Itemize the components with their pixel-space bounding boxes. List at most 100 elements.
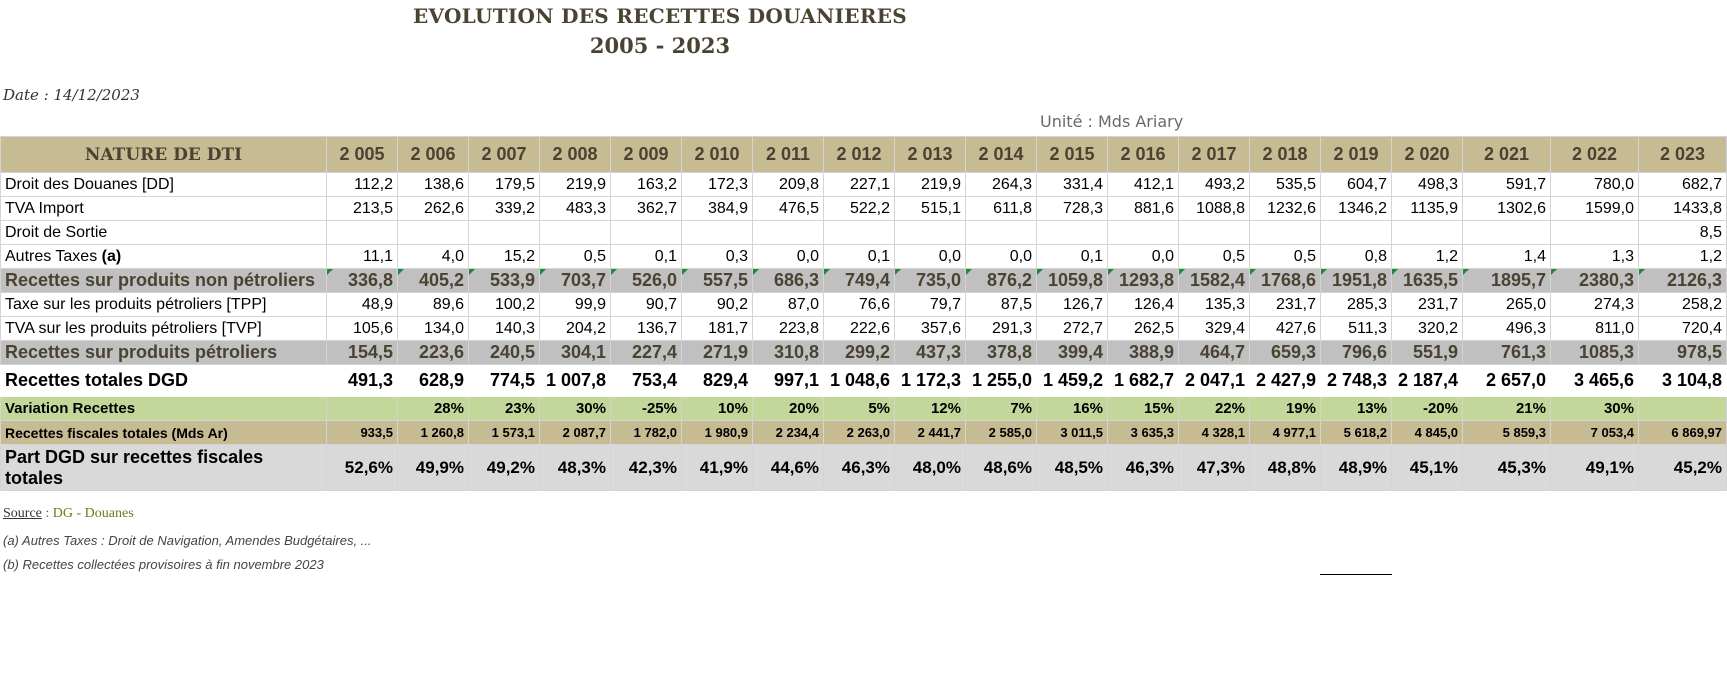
cell-value: 533,9 xyxy=(468,268,540,293)
cell-value: 761,3 xyxy=(1462,340,1551,365)
cell-value: 271,9 xyxy=(681,340,753,365)
cell-value: 0,5 xyxy=(539,244,611,269)
cell-value: 1 048,6 xyxy=(823,364,895,397)
row-label: TVA sur les produits pétroliers [TVP] xyxy=(0,316,327,341)
table-row: Autres Taxes (a) 11,1 4,0 15,2 0,5 0,1 0,3 0,0 0… xyxy=(0,244,1727,269)
cell-value xyxy=(326,220,398,245)
table-row: TVA Import 213,5 262,6 339,2 483,3 362,7 384,9… xyxy=(0,196,1727,221)
cell-value: 48,9 xyxy=(326,292,398,317)
cell-value: 223,6 xyxy=(397,340,469,365)
cell-value: 10% xyxy=(681,396,753,421)
cell-value: 2 748,3 xyxy=(1320,364,1392,397)
source-label: Source xyxy=(3,506,42,521)
cell-value: 1,2 xyxy=(1391,244,1463,269)
cell-value: 7 053,4 xyxy=(1550,420,1639,445)
cell-value: 2 234,4 xyxy=(752,420,824,445)
cell-value: 310,8 xyxy=(752,340,824,365)
cell-value: 0,5 xyxy=(1178,244,1250,269)
row-label: Recettes fiscales totales (Mds Ar) xyxy=(0,420,327,445)
cell-value: 0,0 xyxy=(1107,244,1179,269)
cell-value: 240,5 xyxy=(468,340,540,365)
cell-value: 48,0% xyxy=(894,444,966,491)
cell-value: 526,0 xyxy=(610,268,682,293)
cell-value: 2 441,7 xyxy=(894,420,966,445)
cell-value: 134,0 xyxy=(397,316,469,341)
cell-value xyxy=(1249,220,1321,245)
table-row: Taxe sur les produits pétroliers [TPP] 48… xyxy=(0,292,1727,317)
cell-value: 1059,8 xyxy=(1036,268,1108,293)
cell-value: 13% xyxy=(1320,396,1392,421)
footnote-b: (b) Recettes collectées provisoires à fi… xyxy=(3,557,324,572)
cell-value: 0,5 xyxy=(1249,244,1321,269)
cell-value: 476,5 xyxy=(752,196,824,221)
cell-value: 1 260,8 xyxy=(397,420,469,445)
cell-value xyxy=(326,396,398,421)
table-row: TVA sur les produits pétroliers [TVP] 105… xyxy=(0,316,1727,341)
cell-value: 483,3 xyxy=(539,196,611,221)
cell-value: 1,4 xyxy=(1462,244,1551,269)
cell-value: 23% xyxy=(468,396,540,421)
cell-value: 22% xyxy=(1178,396,1250,421)
cell-value: 1 255,0 xyxy=(965,364,1037,397)
table-row: Droit de Sortie 8,5 xyxy=(0,220,1727,245)
cell-value: 48,5% xyxy=(1036,444,1108,491)
cell-value: 720,4 xyxy=(1638,316,1727,341)
cell-value: 44,6% xyxy=(752,444,824,491)
cell-value: 2 263,0 xyxy=(823,420,895,445)
cell-value: 331,4 xyxy=(1036,172,1108,197)
cell-value: 1582,4 xyxy=(1178,268,1250,293)
cell-value: 686,3 xyxy=(752,268,824,293)
cell-value: 79,7 xyxy=(894,292,966,317)
row-label: Recettes totales DGD xyxy=(0,364,327,397)
cell-value: 181,7 xyxy=(681,316,753,341)
cell-value: 21% xyxy=(1462,396,1551,421)
cell-value: 3 465,6 xyxy=(1550,364,1639,397)
cell-value: 15% xyxy=(1107,396,1179,421)
cell-value: 105,6 xyxy=(326,316,398,341)
cell-value: 6 869,97 xyxy=(1638,420,1727,445)
cell-value: 3 011,5 xyxy=(1036,420,1108,445)
cell-value: 2 657,0 xyxy=(1462,364,1551,397)
cell-value: 3 635,3 xyxy=(1107,420,1179,445)
row-label: TVA Import xyxy=(0,196,327,221)
cell-value: 49,9% xyxy=(397,444,469,491)
table-row: Recettes sur produits non pétroliers 336,… xyxy=(0,268,1727,293)
cell-value: 1,2 xyxy=(1638,244,1727,269)
cell-value: 1433,8 xyxy=(1638,196,1727,221)
cell-value xyxy=(1036,220,1108,245)
cell-value: 796,6 xyxy=(1320,340,1392,365)
row-label: Droit de Sortie xyxy=(0,220,327,245)
cell-value: 1951,8 xyxy=(1320,268,1392,293)
cell-value: 0,0 xyxy=(894,244,966,269)
cell-value: 179,5 xyxy=(468,172,540,197)
cell-value: 5% xyxy=(823,396,895,421)
cell-value: 753,4 xyxy=(610,364,682,397)
header-year: 2 005 xyxy=(326,136,398,173)
cell-value: 87,0 xyxy=(752,292,824,317)
cell-value: 384,9 xyxy=(681,196,753,221)
cell-value: 522,2 xyxy=(823,196,895,221)
cell-value: 140,3 xyxy=(468,316,540,341)
cell-value: 112,2 xyxy=(326,172,398,197)
cell-value: 5 618,2 xyxy=(1320,420,1392,445)
cell-value xyxy=(1462,220,1551,245)
header-year: 2 017 xyxy=(1178,136,1250,173)
cell-value: 12% xyxy=(894,396,966,421)
cell-value: 172,3 xyxy=(681,172,753,197)
cell-value: 219,9 xyxy=(894,172,966,197)
row-label-text: Recettes totales DGD xyxy=(5,370,189,390)
cell-value: 320,2 xyxy=(1391,316,1463,341)
cell-value: 1 980,9 xyxy=(681,420,753,445)
cell-value: 336,8 xyxy=(326,268,398,293)
cell-value: 90,2 xyxy=(681,292,753,317)
cell-value: 628,9 xyxy=(397,364,469,397)
header-year: 2 018 xyxy=(1249,136,1321,173)
cell-value: 2 427,9 xyxy=(1249,364,1321,397)
cell-value: 48,9% xyxy=(1320,444,1392,491)
cell-value: 45,3% xyxy=(1462,444,1551,491)
cell-value: 703,7 xyxy=(539,268,611,293)
cell-value: 0,1 xyxy=(610,244,682,269)
header-year: 2 007 xyxy=(468,136,540,173)
cell-value: 30% xyxy=(1550,396,1639,421)
cell-value: 272,7 xyxy=(1036,316,1108,341)
